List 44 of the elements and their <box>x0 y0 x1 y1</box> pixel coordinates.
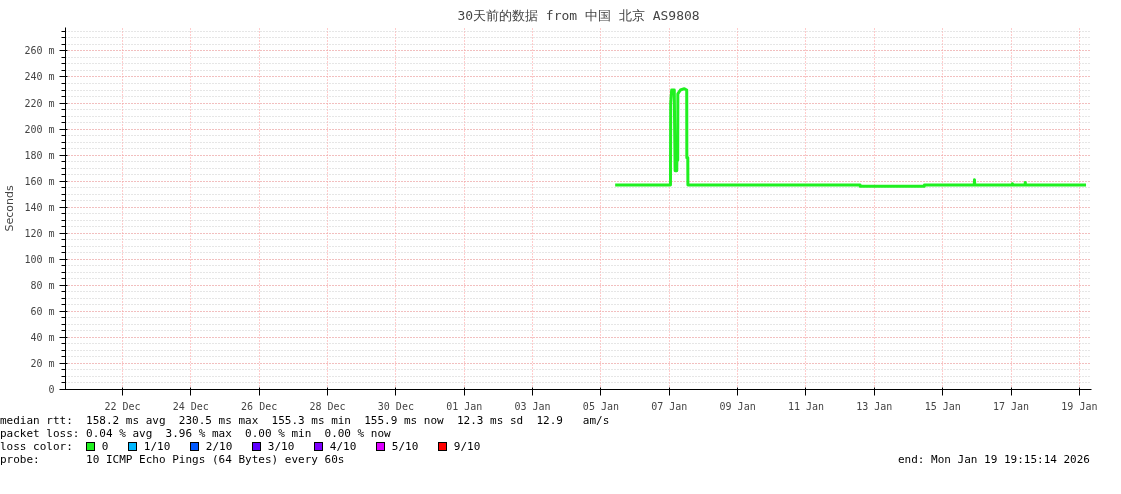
legend-label: 2/10 <box>205 440 233 453</box>
legend-label: 9/10 <box>453 440 481 453</box>
x-tick-label: 22 Dec <box>104 400 141 412</box>
y-tick-label: 200 m <box>24 123 55 135</box>
x-tick-label: 09 Jan <box>719 400 756 412</box>
text: packet loss: 0.04 % avg 3.96 % max 0.00 % min 0.00 % now <box>0 427 391 440</box>
legend-label: 4/10 <box>329 440 357 453</box>
text: probe: 10 ICMP Echo Pings (64 Bytes) every 60s <box>0 453 345 466</box>
y-tick-label: 60 m <box>30 305 55 317</box>
line-series <box>613 87 1088 188</box>
y-tick-label: 100 m <box>24 253 55 265</box>
y-tick-label: 220 m <box>24 97 55 109</box>
y-axis-title: Seconds <box>3 185 17 232</box>
legend-label: 0 <box>101 440 109 453</box>
x-tick-label: 05 Jan <box>582 400 619 412</box>
y-tick-label: 160 m <box>24 175 55 187</box>
y-tick-label: 260 m <box>24 45 55 57</box>
x-tick-label: 17 Jan <box>992 400 1030 412</box>
legend-label: 5/10 <box>391 440 419 453</box>
y-tick-label: 120 m <box>24 227 55 239</box>
y-tick-label: 0 <box>48 384 55 395</box>
x-tick-label: 30 Dec <box>377 400 414 412</box>
y-tick-label: 180 m <box>24 149 55 161</box>
y-tick-label: 140 m <box>24 201 55 213</box>
x-tick-label: 07 Jan <box>651 400 688 412</box>
chart-title: 30天前的数据 from 中国 北京 AS9808 <box>457 7 700 23</box>
x-tick-label: 11 Jan <box>787 400 825 412</box>
x-tick-label: 28 Dec <box>309 400 346 412</box>
legend-label: 1/10 <box>143 440 171 453</box>
x-tick-label: 13 Jan <box>856 400 893 412</box>
x-tick-label: 01 Jan <box>446 400 483 412</box>
text: end: Mon Jan 19 19:15:14 2026 <box>897 453 1090 466</box>
x-tick-label: 24 Dec <box>172 400 209 412</box>
x-tick-label: 19 Jan <box>1061 400 1098 412</box>
x-tick-label: 26 Dec <box>241 400 278 412</box>
legend-title: loss color: <box>0 440 73 453</box>
x-tick-label: 03 Jan <box>514 400 551 412</box>
y-tick-label: 240 m <box>24 71 55 83</box>
y-tick-label: 80 m <box>30 279 55 291</box>
legend-label: 3/10 <box>267 440 295 453</box>
y-tick-label: 40 m <box>30 331 55 343</box>
text: median rtt: 158.2 ms avg 230.5 ms max 155.3 ms min 155.9 ms now 12.3 ms sd 12.9 am/s <box>0 414 610 427</box>
x-tick-label: 15 Jan <box>924 400 961 412</box>
y-tick-label: 20 m <box>30 357 55 369</box>
